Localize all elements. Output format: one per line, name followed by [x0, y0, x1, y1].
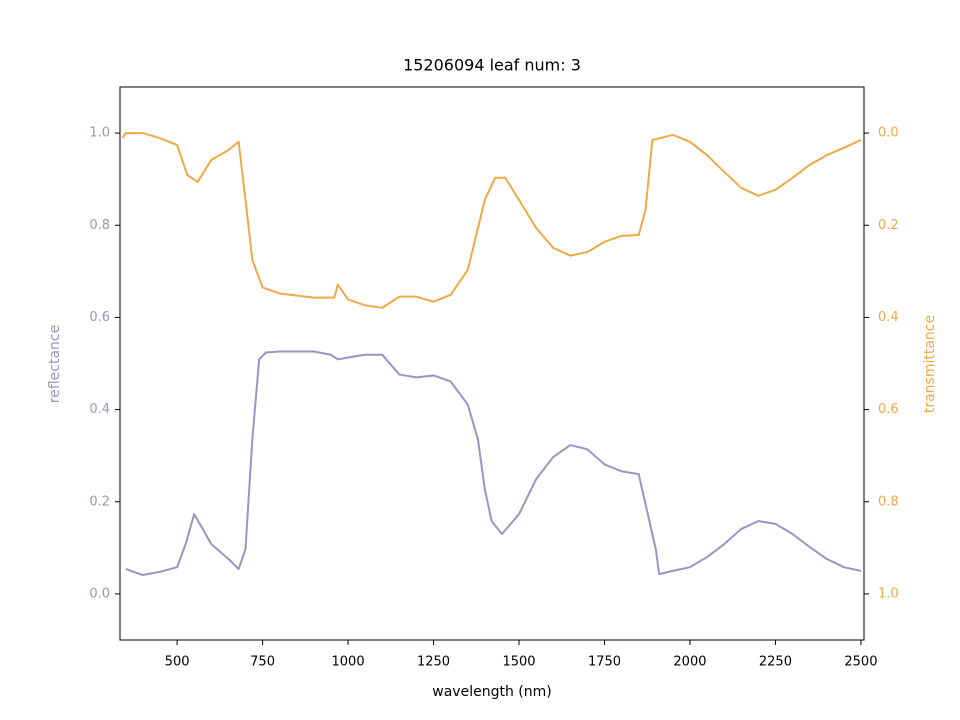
x-tick-label: 750 [250, 655, 275, 670]
x-tick-label: 1250 [417, 655, 450, 670]
x-tick-label: 2250 [759, 655, 792, 670]
x-tick-label: 500 [165, 655, 190, 670]
y2-axis-label: transmittance [922, 315, 938, 413]
x-tick-label: 1750 [588, 655, 621, 670]
y2-tick-label: 0.8 [878, 494, 899, 509]
x-tick-label: 1000 [332, 655, 365, 670]
y-tick-label: 0.4 [89, 402, 110, 417]
plot-frame [119, 86, 865, 641]
y-axis-label: reflectance [47, 325, 63, 403]
y-tick-label: 0.8 [89, 218, 110, 233]
y2-tick-label: 0.0 [878, 126, 899, 141]
y2-tick-label: 0.2 [878, 218, 899, 233]
data-line [121, 132, 862, 309]
y2-tick-label: 0.4 [878, 310, 899, 325]
x-tick-label: 1500 [502, 655, 535, 670]
x-tick-label: 2500 [844, 655, 877, 670]
y-tick-label: 0.2 [89, 494, 110, 509]
data-line [125, 350, 862, 577]
chart-title: 15206094 leaf num: 3 [403, 56, 581, 75]
x-axis-label: wavelength (nm) [432, 684, 551, 700]
y2-tick-label: 0.6 [878, 402, 899, 417]
x-tick-label: 2000 [673, 655, 706, 670]
y-tick-label: 1.0 [89, 126, 110, 141]
y-tick-label: 0.0 [89, 586, 110, 601]
y-tick-label: 0.6 [89, 310, 110, 325]
y2-tick-label: 1.0 [878, 586, 899, 601]
